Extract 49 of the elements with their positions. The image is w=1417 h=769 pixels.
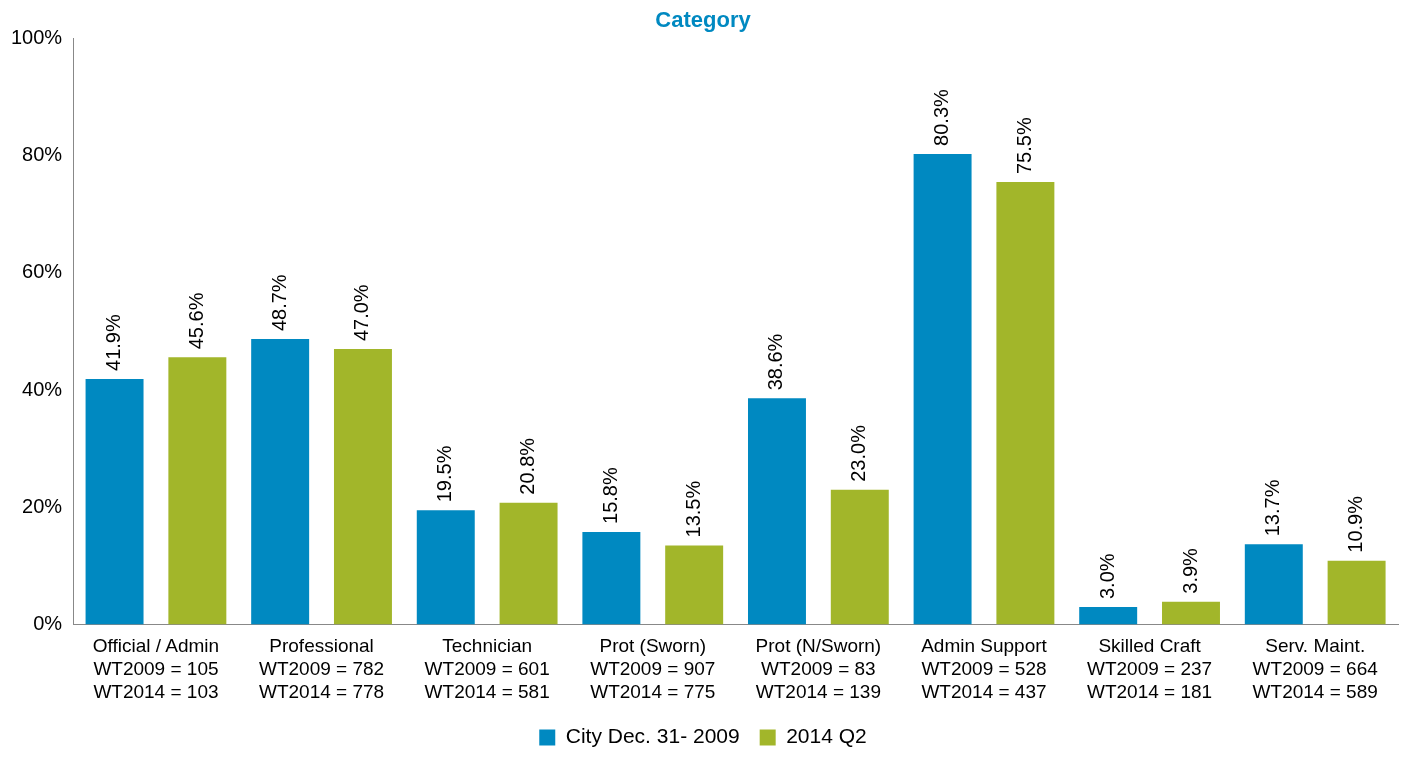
bar <box>665 545 724 625</box>
x-tick-label: Admin Support WT2009 = 528 WT2014 = 437 <box>921 635 1048 702</box>
y-tick-label: 100% <box>11 25 63 48</box>
data-label: 19.5% <box>433 445 456 503</box>
data-label: 80.3% <box>930 88 953 146</box>
x-tick-label: Serv. Maint. WT2009 = 664 WT2014 = 589 <box>1252 635 1379 702</box>
bar <box>85 378 144 625</box>
x-tick-label: Prot (N/Sworn) WT2009 = 83 WT2014 = 139 <box>755 635 882 702</box>
bar <box>333 349 392 625</box>
bar <box>1327 560 1386 625</box>
data-label: 38.6% <box>764 333 787 391</box>
legend-label: City Dec. 31- 2009 <box>565 724 740 748</box>
bar <box>996 182 1055 625</box>
x-tick-label: Technician WT2009 = 601 WT2014 = 581 <box>424 635 550 702</box>
data-label: 41.9% <box>102 314 125 371</box>
y-tick-label: 0% <box>33 612 63 635</box>
data-label: 20.8% <box>516 437 539 495</box>
x-tick-label: Skilled Craft WT2009 = 237 WT2014 = 181 <box>1087 635 1213 702</box>
x-tick-label: Prot (Sworn) WT2009 = 907 WT2014 = 775 <box>590 635 716 702</box>
legend-label: 2014 Q2 <box>786 724 867 748</box>
data-label: 13.5% <box>681 480 704 538</box>
bar <box>499 502 558 625</box>
bar <box>251 339 310 625</box>
bar <box>1079 607 1138 625</box>
bar <box>168 357 227 625</box>
y-tick-label: 60% <box>22 260 63 283</box>
data-label: 15.8% <box>598 467 621 524</box>
y-tick-label: 20% <box>22 494 63 517</box>
data-label: 48.7% <box>267 274 290 332</box>
bar <box>830 489 889 625</box>
bar <box>1162 601 1220 625</box>
x-tick-label: Official / Admin WT2009 = 105 WT2014 = 103 <box>92 635 220 702</box>
bar <box>913 153 972 625</box>
data-label: 45.6% <box>184 292 207 350</box>
data-label: 23.0% <box>847 424 870 482</box>
bar <box>416 510 475 625</box>
data-label: 47.0% <box>350 284 373 342</box>
bar <box>748 398 806 625</box>
data-label: 10.9% <box>1344 495 1367 553</box>
data-label: 3.9% <box>1178 547 1201 594</box>
y-tick-label: 40% <box>22 377 63 400</box>
bar <box>582 531 641 625</box>
chart-title: Category <box>655 7 752 33</box>
data-label: 13.7% <box>1261 479 1284 537</box>
x-tick-label: Professional WT2009 = 782 WT2014 = 778 <box>258 635 385 702</box>
data-label: 75.5% <box>1012 117 1035 175</box>
bar <box>1244 544 1303 625</box>
data-label: 3.0% <box>1095 553 1118 600</box>
y-tick-label: 80% <box>22 143 63 166</box>
